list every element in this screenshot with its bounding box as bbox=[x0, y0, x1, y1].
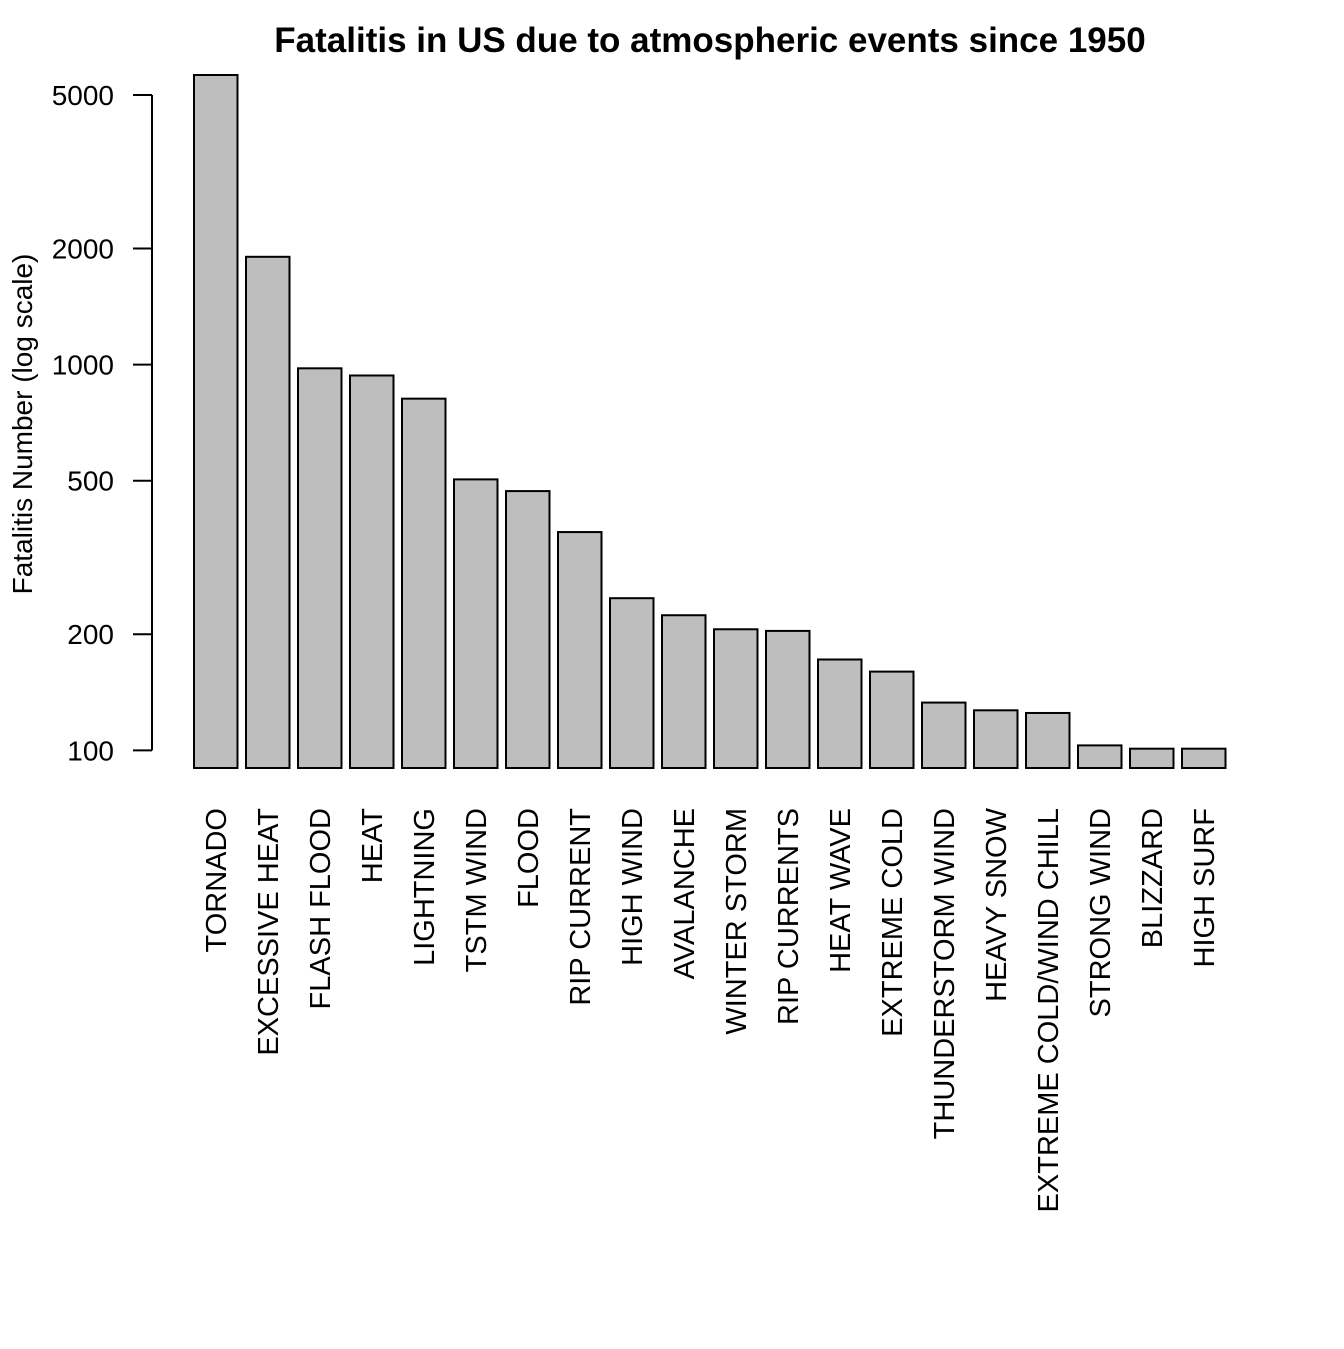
bar bbox=[869, 670, 915, 770]
bar bbox=[1025, 711, 1071, 770]
x-category-label: AVALANCHE bbox=[669, 808, 701, 979]
bar bbox=[245, 255, 291, 769]
bar bbox=[401, 397, 447, 769]
y-axis-label: Fatalitis Number (log scale) bbox=[7, 254, 38, 595]
bar bbox=[505, 490, 551, 769]
bar bbox=[349, 374, 395, 769]
y-tick-label: 200 bbox=[67, 619, 114, 650]
x-category-label: RIP CURRENT bbox=[565, 808, 597, 1006]
x-category-label: WINTER STORM bbox=[721, 808, 753, 1035]
x-category-label: THUNDERSTORM WIND bbox=[929, 808, 961, 1139]
x-category-label: FLOOD bbox=[513, 808, 545, 908]
x-category-label: STRONG WIND bbox=[1085, 808, 1117, 1017]
category-labels-group: TORNADO EXCESSIVE HEAT FLASH FLOOD HEAT LIGH… bbox=[201, 807, 1221, 1212]
bar bbox=[661, 614, 707, 769]
bar bbox=[297, 367, 343, 769]
bar bbox=[713, 628, 759, 769]
x-category-label: HIGH SURF bbox=[1189, 808, 1221, 968]
y-axis: 100 200 500 1000 2000 5000 bbox=[52, 80, 153, 766]
chart-title: Fatalitis in US due to atmospheric event… bbox=[274, 21, 1145, 60]
x-category-label: EXTREME COLD bbox=[877, 808, 909, 1037]
x-category-label: LIGHTNING bbox=[409, 808, 441, 966]
bar bbox=[1181, 747, 1227, 770]
bar bbox=[453, 478, 499, 769]
y-tick-label: 1000 bbox=[52, 350, 114, 381]
x-category-label: EXCESSIVE HEAT bbox=[253, 808, 285, 1056]
x-category-label: EXTREME COLD/WIND CHILL bbox=[1033, 808, 1065, 1212]
bar bbox=[557, 531, 603, 770]
x-category-label: HEAT bbox=[357, 808, 389, 883]
x-category-label: TSTM WIND bbox=[461, 808, 493, 972]
x-category-label: BLIZZARD bbox=[1137, 808, 1169, 948]
bar bbox=[609, 597, 655, 769]
x-category-label: HEAT WAVE bbox=[825, 808, 857, 973]
y-tick-label: 500 bbox=[67, 466, 114, 497]
x-category-label: FLASH FLOOD bbox=[305, 808, 337, 1009]
x-category-label: HIGH WIND bbox=[617, 808, 649, 966]
x-category-label: TORNADO bbox=[201, 808, 233, 952]
y-tick-label: 2000 bbox=[52, 233, 114, 264]
bar bbox=[973, 709, 1019, 769]
x-category-label: HEAVY SNOW bbox=[981, 807, 1013, 1002]
bars-group bbox=[193, 74, 1227, 770]
bar bbox=[193, 74, 239, 769]
y-tick-label: 100 bbox=[67, 735, 114, 766]
bar bbox=[921, 701, 967, 770]
y-tick-label: 5000 bbox=[52, 80, 114, 111]
bar bbox=[817, 658, 863, 770]
bar bbox=[1077, 744, 1123, 769]
x-category-label: RIP CURRENTS bbox=[773, 808, 805, 1025]
bar bbox=[1129, 747, 1175, 770]
bar bbox=[765, 629, 811, 770]
